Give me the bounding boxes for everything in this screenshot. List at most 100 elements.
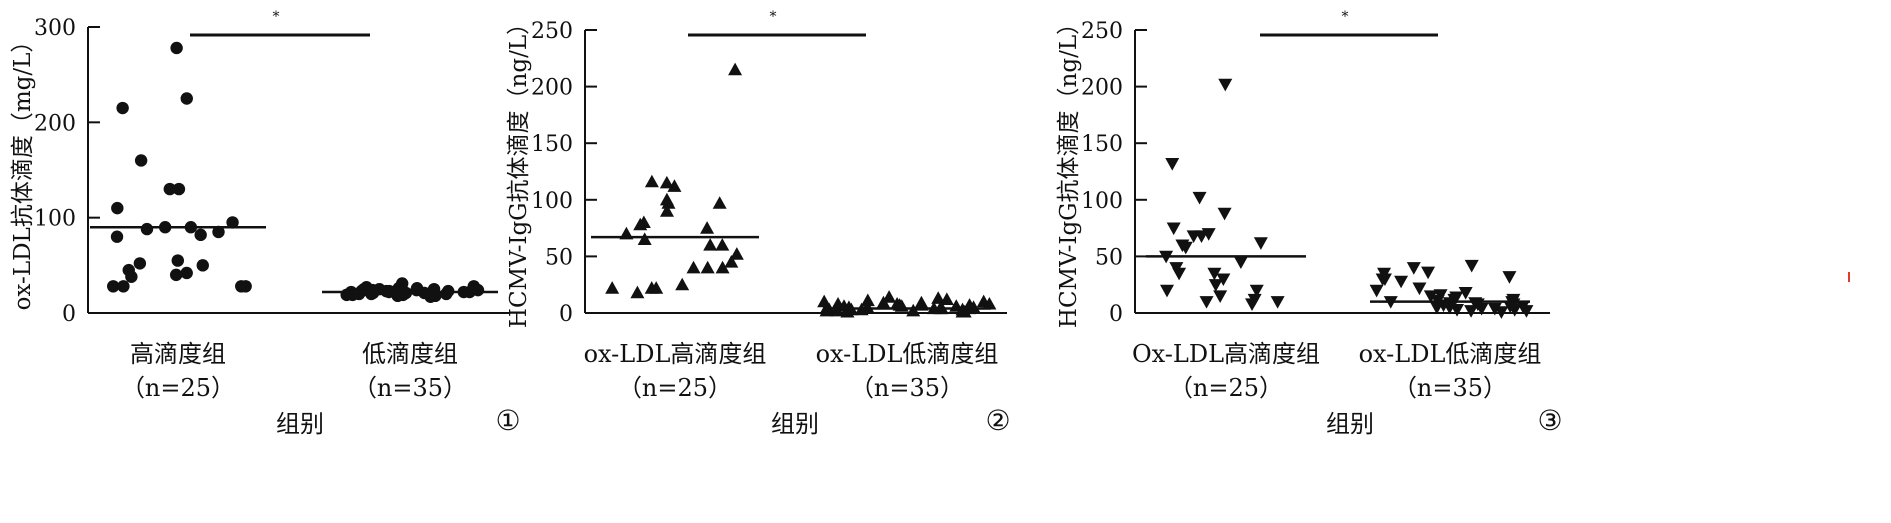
data-point xyxy=(939,292,954,306)
significance-star: * xyxy=(770,9,777,25)
data-point xyxy=(675,277,690,291)
data-point xyxy=(637,232,652,246)
data-point xyxy=(829,303,844,317)
data-point xyxy=(1406,262,1421,275)
data-point xyxy=(134,154,148,167)
data-point xyxy=(649,281,664,294)
data-point xyxy=(365,287,378,301)
y-tick-label: 100 xyxy=(531,189,573,214)
data-point xyxy=(1233,256,1248,270)
data-point xyxy=(1160,284,1175,298)
data-point xyxy=(840,304,855,318)
data-point xyxy=(1166,222,1181,236)
data-point xyxy=(819,303,834,317)
panel-label: ① xyxy=(495,404,520,437)
data-point xyxy=(239,280,252,293)
data-point xyxy=(1245,298,1260,311)
data-point xyxy=(1474,302,1489,316)
x-axis-title: 组别 xyxy=(1326,410,1374,438)
data-point xyxy=(1249,284,1264,298)
category-n-label: （n=25） xyxy=(1169,374,1283,402)
significance-star: * xyxy=(1342,9,1349,25)
data-point xyxy=(1208,279,1223,292)
y-tick-label: 150 xyxy=(531,132,573,157)
y-axis-title: HCMV-IgG抗体滴度（ng/L） xyxy=(1056,12,1082,328)
data-point xyxy=(1519,305,1534,318)
data-point xyxy=(1217,207,1232,221)
y-tick-label: 50 xyxy=(1095,245,1123,270)
y-tick-label: 250 xyxy=(1081,19,1123,44)
group-2-points xyxy=(1369,259,1534,319)
data-point xyxy=(340,288,353,302)
data-point xyxy=(1199,296,1214,309)
data-point xyxy=(1213,290,1228,304)
y-tick-label: 300 xyxy=(34,16,76,41)
data-point xyxy=(194,228,207,242)
panel-label: ② xyxy=(985,404,1010,437)
data-point xyxy=(1165,157,1180,171)
category-label: 低滴度组 xyxy=(362,340,458,368)
data-point xyxy=(1458,287,1473,300)
data-point xyxy=(111,201,124,215)
data-point xyxy=(1207,267,1222,281)
y-tick-label: 100 xyxy=(34,207,76,232)
data-point xyxy=(163,182,177,196)
group-1-points xyxy=(1159,78,1285,311)
category-label: ox-LDL低滴度组 xyxy=(1359,340,1542,368)
data-point xyxy=(712,196,727,209)
group-2-points xyxy=(340,277,485,303)
data-point xyxy=(1270,296,1285,309)
data-point xyxy=(700,221,715,234)
data-point xyxy=(1194,230,1209,244)
y-tick-label: 100 xyxy=(1081,189,1123,214)
data-point xyxy=(440,287,453,301)
y-tick-label: 250 xyxy=(531,19,573,44)
category-n-label: （n=35） xyxy=(353,374,467,402)
category-n-label: （n=25） xyxy=(121,374,235,402)
data-point xyxy=(876,295,891,309)
data-point xyxy=(906,303,921,317)
data-point xyxy=(700,260,715,274)
y-tick-label: 200 xyxy=(531,76,573,101)
data-point xyxy=(107,280,120,293)
data-point xyxy=(659,204,674,217)
panel-label: ③ xyxy=(1537,404,1562,437)
data-point xyxy=(1464,305,1479,318)
data-point xyxy=(633,217,648,231)
y-axis-title: HCMV-IgG抗体滴度（ng/L） xyxy=(506,12,532,328)
data-point xyxy=(110,230,124,243)
y-tick-label: 200 xyxy=(1081,76,1123,101)
data-point xyxy=(180,266,193,280)
data-point xyxy=(1429,301,1444,315)
category-label: Ox-LDL高滴度组 xyxy=(1132,340,1320,368)
data-point xyxy=(1494,306,1509,319)
category-n-label: （n=35） xyxy=(850,374,964,402)
significance-star: * xyxy=(273,9,280,25)
data-point xyxy=(1178,241,1193,255)
data-point xyxy=(172,182,186,196)
data-point xyxy=(125,270,138,283)
data-point xyxy=(1421,266,1436,280)
category-n-label: （n=35） xyxy=(1393,374,1507,402)
y-tick-label: 0 xyxy=(1109,302,1123,327)
data-point xyxy=(1502,271,1517,284)
data-point xyxy=(686,260,701,274)
data-point xyxy=(659,175,674,189)
data-point xyxy=(982,296,997,310)
x-axis-title: 组别 xyxy=(276,410,324,438)
y-tick-label: 0 xyxy=(559,302,573,327)
data-point xyxy=(644,174,659,188)
group-2-points xyxy=(817,290,997,318)
group-1-points xyxy=(605,62,744,299)
data-point xyxy=(1423,290,1438,304)
data-point xyxy=(169,268,183,282)
data-point xyxy=(729,247,744,260)
x-axis-title: 组别 xyxy=(771,410,819,438)
data-point xyxy=(1192,191,1207,205)
data-point xyxy=(116,101,129,115)
data-point xyxy=(117,280,130,293)
